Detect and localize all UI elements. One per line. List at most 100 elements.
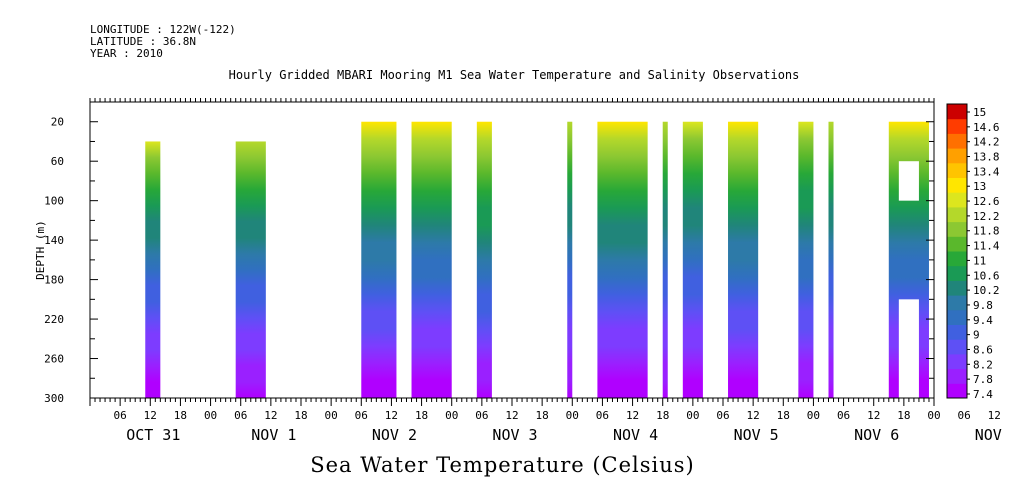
chart-title: Hourly Gridded MBARI Mooring M1 Sea Wate… — [228, 68, 800, 82]
x-tick-label: 06 — [958, 409, 971, 422]
x-tick-label: 00 — [807, 409, 820, 422]
y-tick-label: 260 — [44, 353, 64, 366]
date-label: NOV 2 — [372, 426, 417, 444]
colorbar-label: 14.2 — [973, 136, 1000, 149]
colorbar-swatch — [947, 339, 967, 355]
y-axis-title: DEPTH (m) — [34, 220, 47, 280]
colorbar-swatch — [947, 148, 967, 164]
x-tick-label: 06 — [716, 409, 729, 422]
data-block — [411, 121, 452, 398]
y-tick-label: 140 — [44, 234, 64, 247]
colorbar-label: 13.8 — [973, 151, 1000, 164]
colorbar-swatch — [947, 118, 967, 134]
x-tick-label: 12 — [988, 409, 1001, 422]
x-tick-label: 12 — [264, 409, 277, 422]
x-tick-label: 00 — [686, 409, 699, 422]
x-tick-label: 12 — [626, 409, 639, 422]
colorbar-swatch — [947, 104, 967, 120]
x-tick-label: 06 — [234, 409, 247, 422]
date-label: NOV 4 — [613, 426, 658, 444]
colorbar-label: 8.2 — [973, 358, 993, 371]
y-tick-label: 300 — [44, 392, 64, 405]
colorbar-label: 12.2 — [973, 210, 1000, 223]
x-tick-label: 18 — [777, 409, 790, 422]
colorbar-swatch — [947, 353, 967, 370]
date-label: NOV 5 — [734, 426, 779, 444]
date-label: NOV 3 — [492, 426, 537, 444]
x-tick-label: 06 — [355, 409, 368, 422]
data-gaps — [898, 161, 919, 398]
x-tick-label: 00 — [204, 409, 217, 422]
data-block — [682, 121, 703, 398]
data-block — [361, 121, 397, 398]
x-tick-label: 12 — [747, 409, 760, 422]
colorbar-swatch — [947, 265, 967, 281]
x-axis-title: Sea Water Temperature (Celsius) — [310, 453, 695, 477]
colorbar-label: 9.4 — [973, 314, 993, 327]
colorbar-label: 10.2 — [973, 284, 1000, 297]
y-tick-label: 180 — [44, 274, 64, 287]
x-tick-label: 00 — [566, 409, 579, 422]
date-label: OCT 31 — [126, 426, 180, 444]
latitude-label: LATITUDE : 36.8N — [90, 35, 196, 48]
colorbar-swatch — [947, 162, 967, 178]
colorbar-label: 14.6 — [973, 121, 1000, 134]
y-tick-label: 220 — [44, 313, 64, 326]
colorbar-swatch — [947, 221, 967, 237]
colorbar-label: 12.6 — [973, 195, 1000, 208]
colorbar-label: 15 — [973, 106, 986, 119]
colorbar-label: 7.4 — [973, 388, 993, 401]
x-tick-label: 00 — [325, 409, 338, 422]
colorbar-label: 8.6 — [973, 343, 993, 356]
y-tick-label: 60 — [51, 155, 64, 168]
colorbar: 15 14.6 14.2 13.813.4 13 12.6 12.2 11.8 11.411 10… — [946, 103, 1000, 401]
data-block — [567, 121, 573, 398]
colorbar-label: 11.8 — [973, 225, 1000, 238]
year-label: YEAR : 2010 — [90, 47, 163, 60]
colorbar-label: 9 — [973, 329, 980, 342]
data-block — [235, 141, 266, 398]
colorbar-swatch — [947, 383, 967, 399]
colorbar-swatch — [947, 251, 967, 267]
x-tick-label: 12 — [385, 409, 398, 422]
colorbar-swatch — [947, 368, 967, 384]
colorbar-label: 10.6 — [973, 269, 1000, 282]
data-block — [476, 121, 492, 398]
colorbar-swatch — [947, 133, 967, 149]
x-tick-label: 12 — [867, 409, 880, 422]
colorbar-frame — [946, 103, 968, 399]
x-tick-label: 18 — [294, 409, 307, 422]
x-tick-label: 12 — [144, 409, 157, 422]
y-tick-label: 20 — [51, 116, 64, 129]
colorbar-label: 9.8 — [973, 299, 993, 312]
data-gap — [898, 299, 919, 398]
x-tick-label: 06 — [114, 409, 127, 422]
data-block — [597, 121, 648, 398]
x-tick-label: 00 — [445, 409, 458, 422]
colorbar-swatch — [947, 206, 967, 223]
colorbar-swatch — [947, 177, 967, 193]
x-tick-label: 06 — [475, 409, 488, 422]
y-tick-label: 100 — [44, 195, 64, 208]
data-block — [798, 121, 814, 398]
x-tick-label: 06 — [596, 409, 609, 422]
x-tick-label: 18 — [415, 409, 428, 422]
data-block — [145, 141, 161, 398]
plot-axes: 06 12 18 00 06 12 18 00 06 12 18 00 06 12 18 00 06 12 18 00… — [34, 98, 1009, 444]
colorbar-label: 13.4 — [973, 165, 1000, 178]
longitude-label: LONGITUDE : 122W(-122) — [90, 23, 236, 36]
colorbar-label: 13 — [973, 180, 986, 193]
x-tick-label: 18 — [174, 409, 187, 422]
colorbar-swatch — [947, 309, 967, 325]
colorbar-label: 11 — [973, 254, 986, 267]
x-tick-label: 06 — [837, 409, 850, 422]
x-tick-label: 18 — [656, 409, 669, 422]
date-label: NOV 7 — [975, 426, 1009, 444]
data-block — [828, 121, 834, 398]
colorbar-swatch — [947, 295, 967, 311]
colorbar-swatch — [947, 236, 967, 252]
x-tick-label: 18 — [536, 409, 549, 422]
data-gap — [898, 161, 919, 201]
data-block — [728, 121, 759, 398]
colorbar-swatch — [947, 280, 967, 296]
